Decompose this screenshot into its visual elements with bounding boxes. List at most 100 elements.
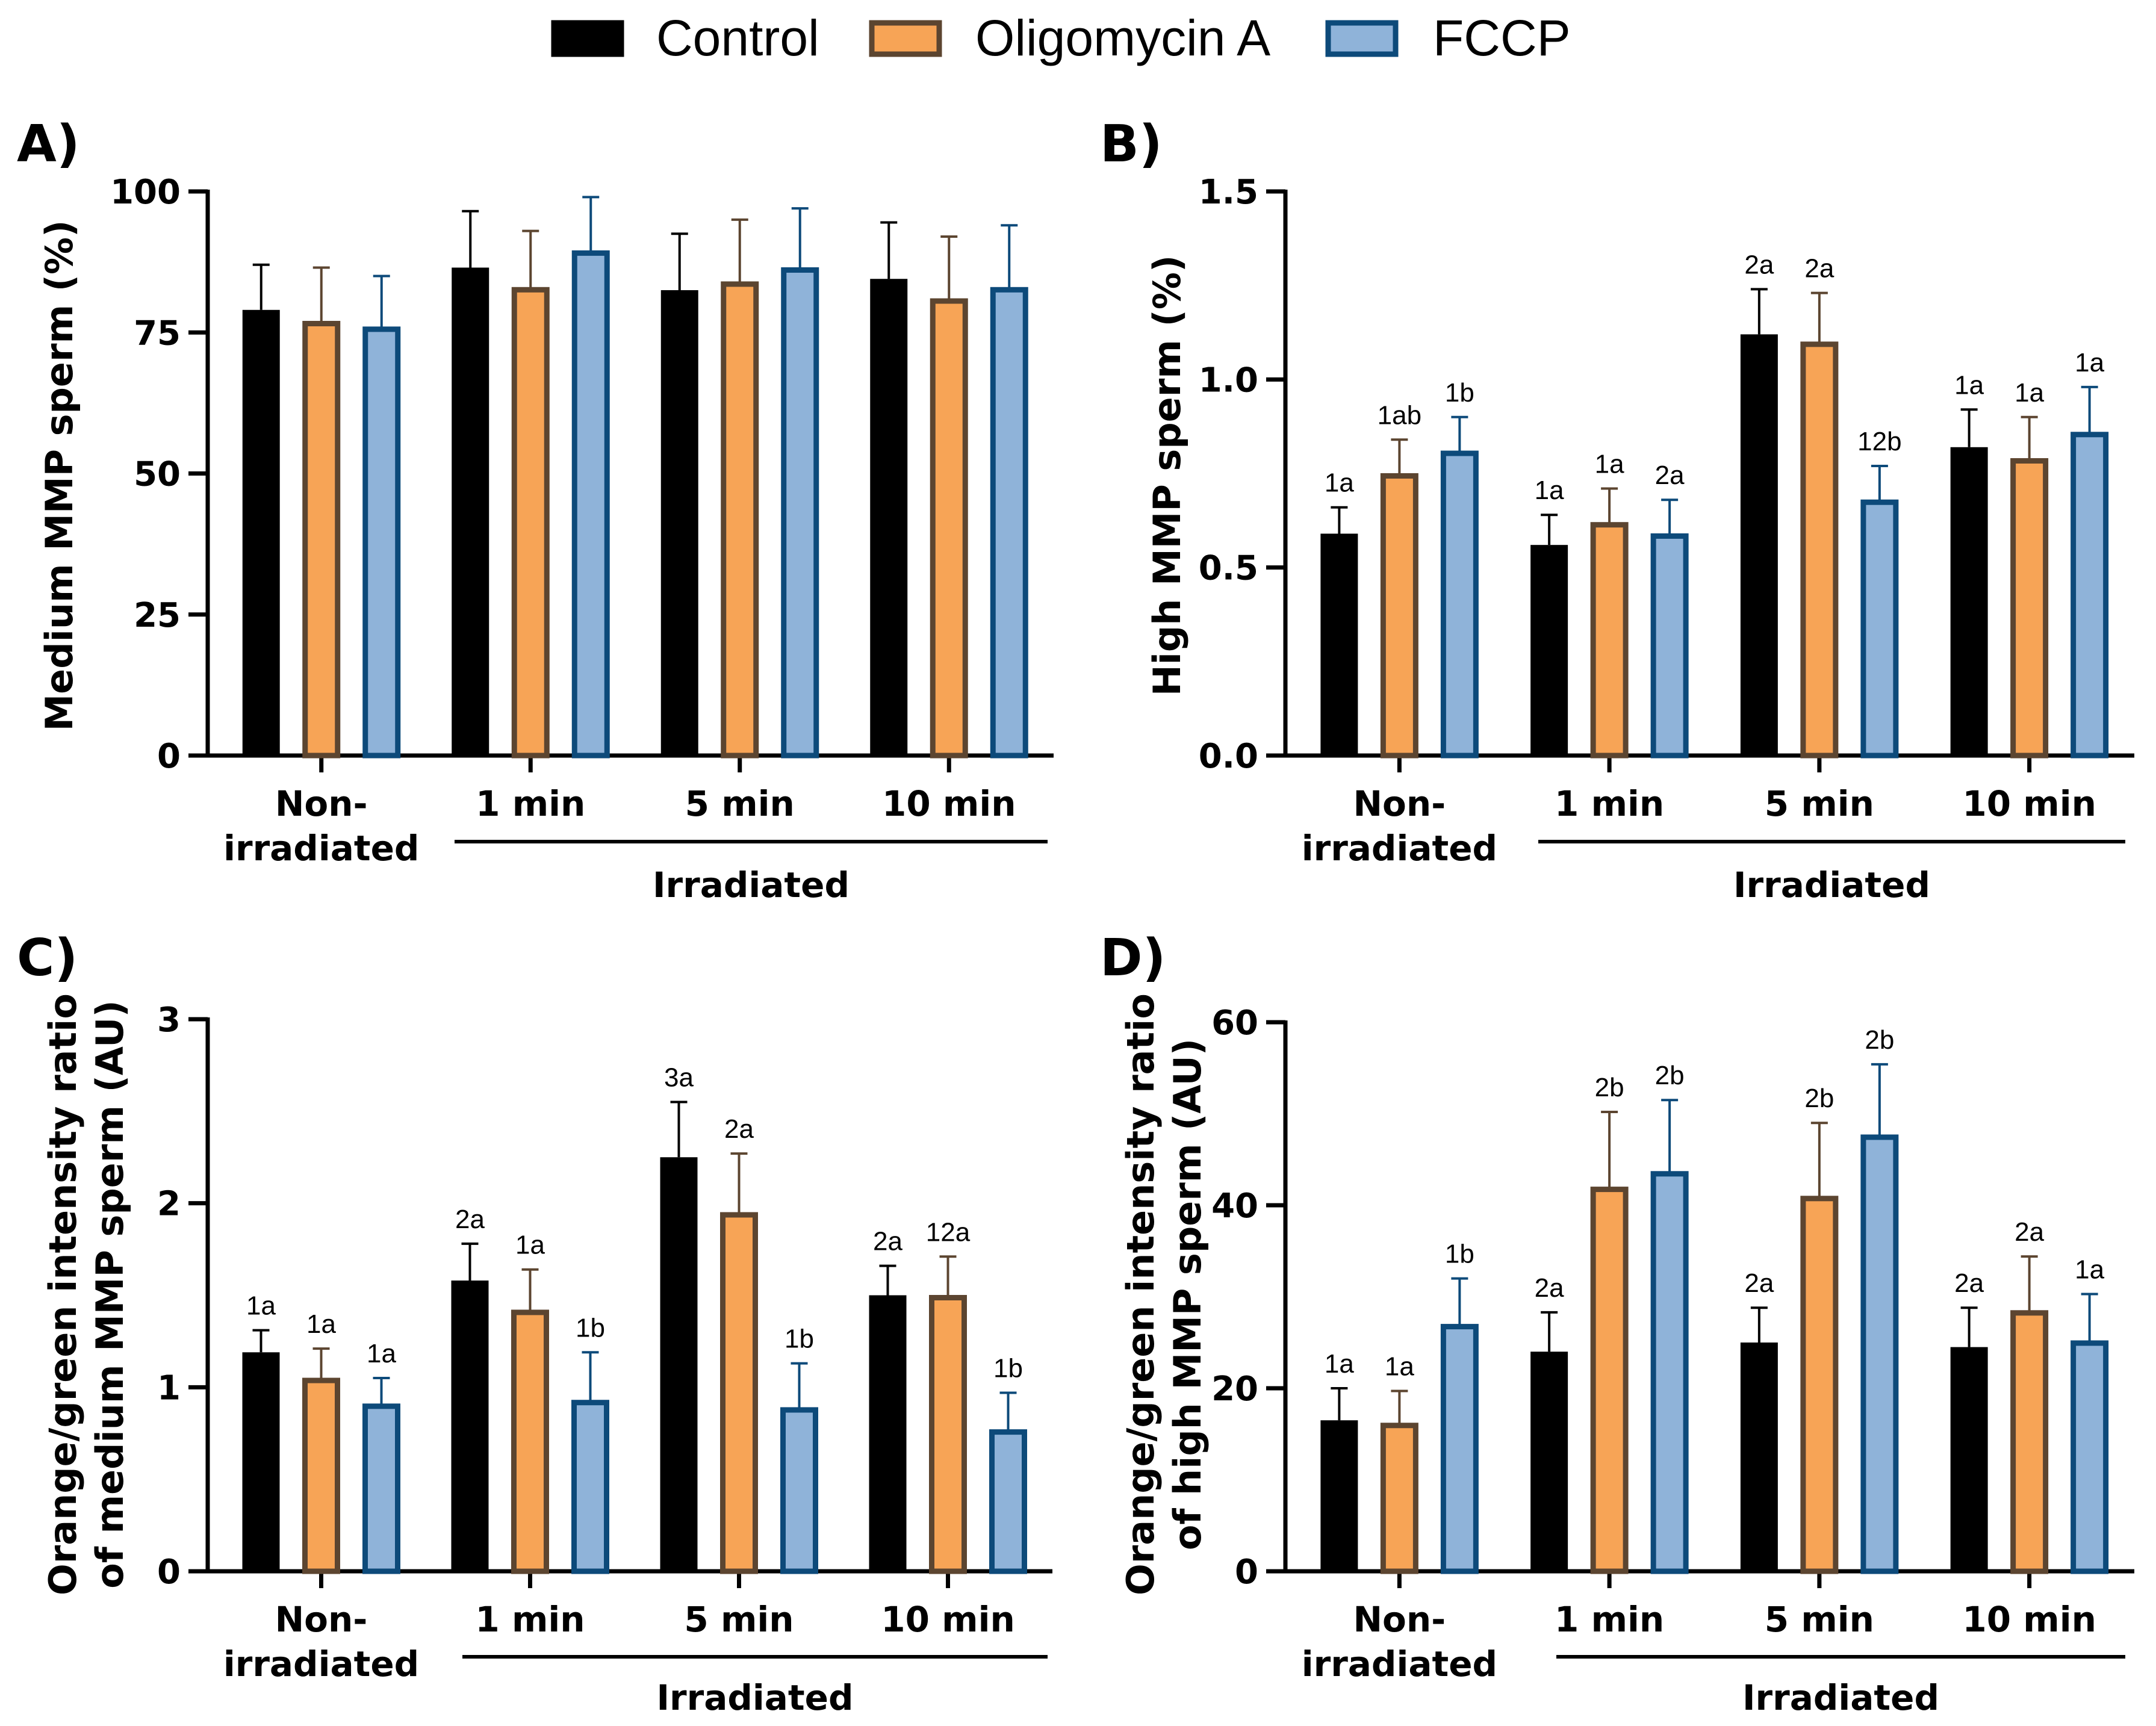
- significance-label: 3a: [664, 1063, 694, 1093]
- bar-control: [660, 290, 698, 756]
- x-tick-label: 1 min: [475, 1599, 585, 1640]
- bar-fccp: [990, 287, 1028, 759]
- bar-fccp: [571, 250, 610, 759]
- bar-control: [869, 1295, 907, 1571]
- bar-fccp: [1440, 1324, 1479, 1574]
- bar-fccp: [362, 326, 401, 759]
- significance-label: 1a: [1325, 1349, 1354, 1379]
- significance-label: 1ab: [1378, 400, 1421, 430]
- group-label: Irradiated: [1733, 865, 1930, 905]
- y-tick-label: 75: [134, 314, 181, 353]
- significance-label: 1b: [784, 1324, 814, 1354]
- group-label: Irradiated: [656, 1677, 853, 1718]
- bar-oligomycin-a: [1590, 522, 1629, 759]
- significance-label: 1a: [246, 1291, 276, 1321]
- significance-label: 2b: [1595, 1073, 1624, 1102]
- chart-panel-c: C) Orange/green intensity ratio of medium …: [17, 928, 1052, 1718]
- significance-label: 2b: [1655, 1061, 1685, 1090]
- bar-fccp: [1860, 499, 1899, 759]
- bar-fccp: [1650, 533, 1689, 759]
- x-tick-label: Non-: [275, 1599, 368, 1640]
- significance-label: 1b: [576, 1313, 605, 1343]
- bar-control: [1530, 545, 1568, 756]
- y-axis-label: High MMP sperm (%): [1145, 255, 1189, 697]
- x-tick-label: 5 min: [685, 783, 795, 824]
- bar-oligomycin-a: [302, 321, 341, 759]
- bar-fccp: [1650, 1171, 1689, 1574]
- significance-label: 2a: [1535, 1273, 1564, 1303]
- y-tick-label: 1.0: [1199, 361, 1258, 400]
- significance-label: 1b: [1445, 378, 1474, 408]
- bar-fccp: [571, 1400, 609, 1574]
- y-tick-label: 2: [157, 1185, 181, 1224]
- bar-fccp: [2071, 432, 2109, 759]
- bar-oligomycin-a: [720, 1212, 758, 1574]
- bar-oligomycin-a: [1590, 1187, 1629, 1574]
- bar-fccp: [362, 1403, 400, 1574]
- x-tick-label: 5 min: [1765, 783, 1874, 824]
- significance-label: 2a: [1804, 254, 1834, 284]
- x-tick-label: 10 min: [882, 783, 1016, 824]
- y-tick-label: 40: [1211, 1187, 1258, 1226]
- y-tick-label: 1.5: [1199, 173, 1258, 212]
- significance-label: 1a: [367, 1339, 396, 1368]
- bar-control: [1950, 1347, 1988, 1571]
- y-axis-label: Medium MMP sperm (%): [37, 220, 81, 731]
- y-axis-label: of medium MMP sperm (AU): [88, 1000, 132, 1588]
- significance-label: 1a: [1954, 370, 1984, 400]
- bar-oligomycin-a: [2010, 458, 2049, 759]
- bar-oligomycin-a: [302, 1377, 340, 1574]
- significance-label: 2a: [873, 1227, 902, 1256]
- x-tick-label: 10 min: [1962, 1599, 2096, 1640]
- legend: Control Oligomycin A FCCP: [551, 10, 1571, 66]
- x-tick-label: irradiated: [223, 828, 419, 869]
- y-tick-label: 60: [1211, 1004, 1258, 1043]
- y-tick-label: 0.0: [1199, 737, 1258, 776]
- y-tick-label: 50: [134, 455, 181, 494]
- y-axis-label: Orange/green intensity ratio: [1119, 993, 1163, 1595]
- y-tick-label: 3: [157, 1001, 181, 1040]
- bar-oligomycin-a: [1380, 473, 1418, 759]
- significance-label: 2a: [724, 1114, 754, 1144]
- x-tick-label: irradiated: [1302, 828, 1497, 869]
- chart-panel-a: A) Medium MMP sperm (%) 0 25 50 75 100 Non-irra…: [17, 114, 1054, 905]
- significance-label: 2a: [455, 1205, 485, 1234]
- significance-label: 1a: [1385, 1352, 1414, 1382]
- bar-oligomycin-a: [2010, 1310, 2049, 1574]
- y-tick-label: 0.5: [1199, 549, 1258, 588]
- legend-swatch-oligomycin-a: [869, 20, 942, 57]
- x-tick-label: 10 min: [1962, 783, 2096, 824]
- significance-label: 2a: [1655, 461, 1685, 490]
- bar-control: [1530, 1352, 1568, 1571]
- significance-label: 1a: [2015, 378, 2044, 408]
- y-tick-label: 100: [110, 173, 181, 212]
- x-tick-label: irradiated: [1302, 1644, 1497, 1684]
- legend-label-control: Control: [656, 10, 819, 66]
- y-tick-label: 0: [157, 1553, 181, 1592]
- panel-label: A): [17, 114, 80, 174]
- significance-label: 1b: [993, 1354, 1023, 1383]
- panel-label: D): [1100, 928, 1166, 988]
- significance-label: 1a: [306, 1309, 336, 1339]
- significance-label: 2a: [2015, 1217, 2044, 1247]
- significance-label: 1b: [1445, 1240, 1474, 1269]
- x-tick-label: 1 min: [1555, 783, 1664, 824]
- bar-control: [1320, 1420, 1358, 1571]
- group-label: Irradiated: [653, 865, 850, 905]
- x-tick-label: irradiated: [223, 1644, 419, 1684]
- bar-control: [451, 1281, 489, 1571]
- x-tick-label: 5 min: [1765, 1599, 1874, 1640]
- x-tick-label: Non-: [1353, 783, 1446, 824]
- y-tick-label: 1: [157, 1368, 181, 1408]
- x-tick-label: 1 min: [1555, 1599, 1664, 1640]
- panel-label: B): [1100, 114, 1163, 174]
- y-axis-label: of high MMP sperm (AU): [1166, 1038, 1210, 1550]
- y-tick-label: 20: [1211, 1370, 1258, 1409]
- bar-oligomycin-a: [511, 1309, 549, 1574]
- bar-fccp: [1860, 1134, 1899, 1574]
- chart-panels: A)Medium MMP sperm (%)0255075100Non-irra…: [17, 114, 2134, 1718]
- y-tick-label: 0: [1235, 1553, 1258, 1592]
- x-tick-label: 1 min: [476, 783, 585, 824]
- legend-swatch-control: [551, 20, 624, 57]
